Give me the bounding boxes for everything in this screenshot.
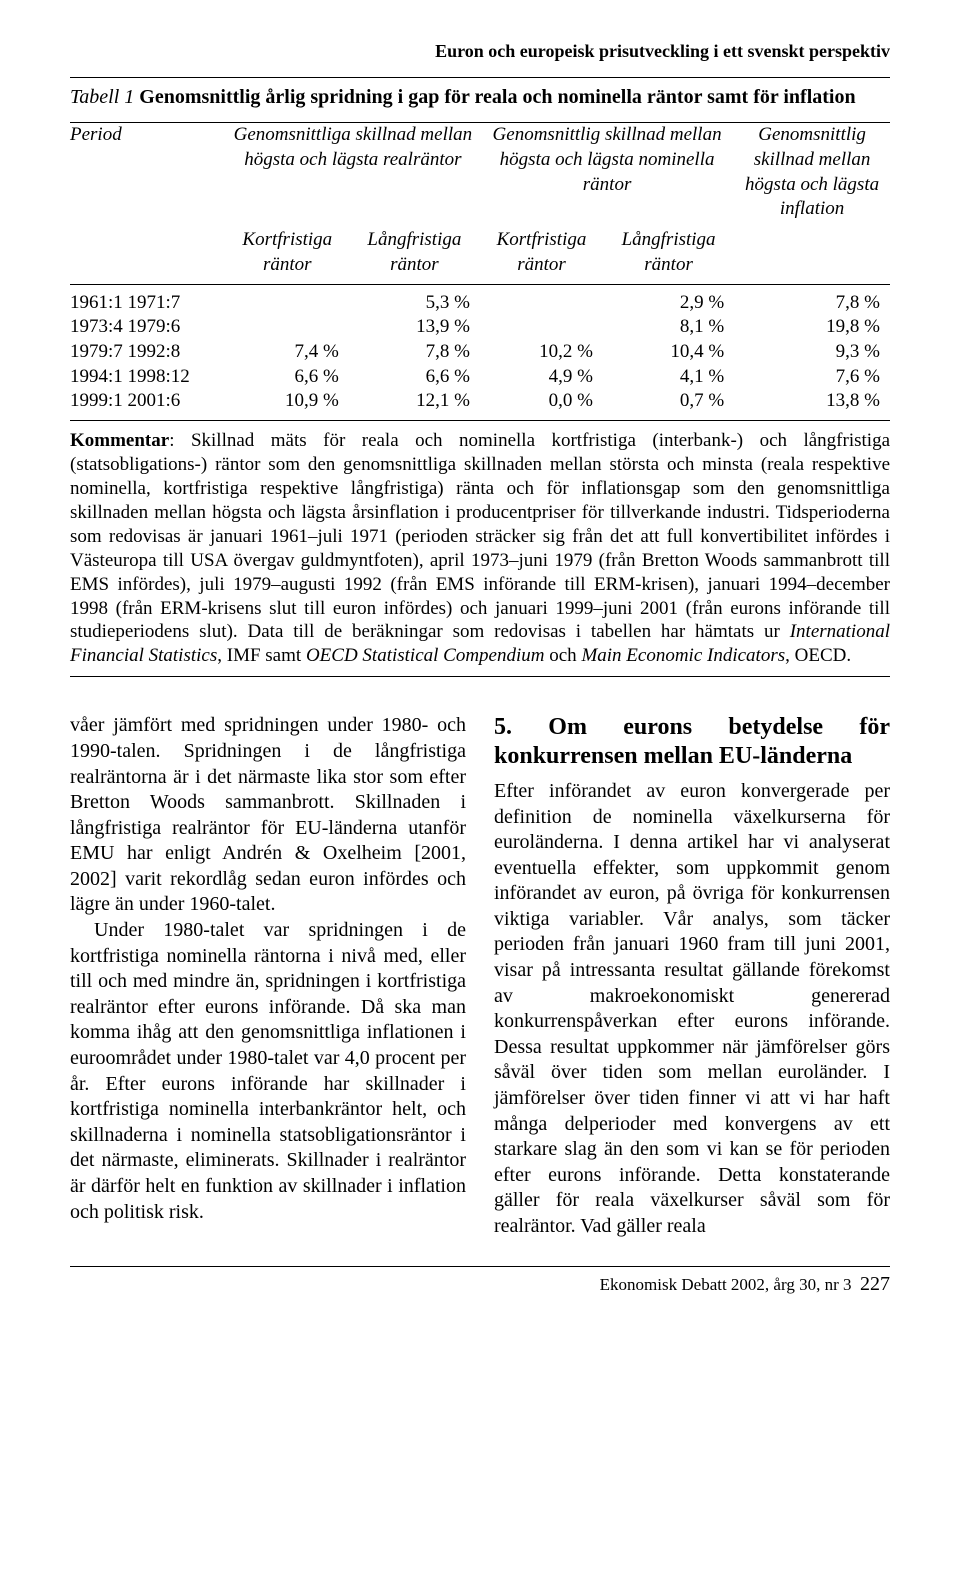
cell-rk	[226, 315, 349, 340]
table-comment: Kommentar: Skillnad mäts för reala och n…	[70, 429, 890, 668]
comment-text-1: : Skillnad mäts för reala och nominella …	[70, 430, 890, 643]
comment-text-2: , IMF samt	[217, 645, 306, 666]
cell-inf: 7,6 %	[734, 365, 890, 390]
cell-inf: 9,3 %	[734, 340, 890, 365]
cell-period: 1961:1 1971:7	[70, 291, 226, 316]
table-bottom-rule	[70, 676, 890, 677]
table-caption-label: Tabell 1	[70, 86, 134, 108]
cell-rl: 12,1 %	[349, 389, 480, 414]
cell-rk: 10,9 %	[226, 389, 349, 414]
section-heading: 5. Om eurons betydelse för konkurrensen …	[494, 713, 890, 771]
cell-nk: 10,2 %	[480, 340, 603, 365]
footer-line: Ekonomisk Debatt 2002, årg 30, nr 3 227	[70, 1271, 890, 1297]
table-row: 1973:4 1979:6 13,9 % 8,1 % 19,8 %	[70, 315, 890, 340]
cell-nl: 10,4 %	[603, 340, 734, 365]
footer-page: 227	[860, 1273, 890, 1295]
left-para-1: våer jämfört med spridningen under 1980-…	[70, 713, 466, 918]
subhead-nom-kort: Kortfristiga räntor	[480, 222, 603, 283]
right-column: 5. Om eurons betydelse för konkurrensen …	[494, 713, 890, 1239]
left-column: våer jämfört med spridningen under 1980-…	[70, 713, 466, 1239]
cell-period: 1994:1 1998:12	[70, 365, 226, 390]
footer-rule	[70, 1266, 890, 1267]
comment-label: Kommentar	[70, 430, 169, 451]
table-top-rule	[70, 77, 890, 78]
cell-nl: 0,7 %	[603, 389, 734, 414]
cell-period: 1999:1 2001:6	[70, 389, 226, 414]
cell-nk	[480, 315, 603, 340]
cell-nl: 4,1 %	[603, 365, 734, 390]
cell-rk: 6,6 %	[226, 365, 349, 390]
comment-italic-3: Main Economic Indicators	[581, 645, 785, 666]
cell-rk	[226, 291, 349, 316]
cell-nl: 2,9 %	[603, 291, 734, 316]
table-caption-title: Genomsnittlig årlig spridning i gap för …	[139, 86, 855, 108]
col-nominal-header: Genomsnittlig skillnad mellan högsta och…	[480, 123, 734, 222]
left-para-2: Under 1980-talet var spridningen i de ko…	[70, 918, 466, 1225]
comment-text-3: och	[545, 645, 582, 666]
footer-journal: Ekonomisk Debatt 2002, årg 30, nr 3	[600, 1275, 852, 1294]
right-para-1: Efter införandet av euron konvergerade p…	[494, 779, 890, 1240]
body-columns: våer jämfört med spridningen under 1980-…	[70, 713, 890, 1239]
cell-inf: 7,8 %	[734, 291, 890, 316]
data-table: Period Genomsnittliga skillnad mellan hö…	[70, 123, 890, 421]
subhead-real-lang: Långfristiga räntor	[349, 222, 480, 283]
col-real-header: Genomsnittliga skillnad mellan högsta oc…	[226, 123, 480, 222]
table-row: 1999:1 2001:6 10,9 % 12,1 % 0,0 % 0,7 % …	[70, 389, 890, 414]
cell-rl: 5,3 %	[349, 291, 480, 316]
table-caption: Tabell 1 Genomsnittlig årlig spridning i…	[70, 84, 890, 110]
cell-nk: 4,9 %	[480, 365, 603, 390]
cell-rl: 7,8 %	[349, 340, 480, 365]
page-footer: Ekonomisk Debatt 2002, årg 30, nr 3 227	[70, 1266, 890, 1297]
table-row: 1961:1 1971:7 5,3 % 2,9 % 7,8 %	[70, 291, 890, 316]
table-rule-3	[70, 420, 890, 421]
cell-rl: 13,9 %	[349, 315, 480, 340]
cell-period: 1979:7 1992:8	[70, 340, 226, 365]
subhead-real-kort: Kortfristiga räntor	[226, 222, 349, 283]
cell-rl: 6,6 %	[349, 365, 480, 390]
running-head: Euron och europeisk prisutveckling i ett…	[70, 40, 890, 63]
table-row: 1994:1 1998:12 6,6 % 6,6 % 4,9 % 4,1 % 7…	[70, 365, 890, 390]
col-inflation-header: Genomsnittlig skillnad mellan högsta och…	[734, 123, 890, 222]
cell-rk: 7,4 %	[226, 340, 349, 365]
cell-inf: 13,8 %	[734, 389, 890, 414]
subhead-nom-lang: Långfristiga räntor	[603, 222, 734, 283]
cell-inf: 19,8 %	[734, 315, 890, 340]
comment-text-4: , OECD.	[785, 645, 851, 666]
cell-period: 1973:4 1979:6	[70, 315, 226, 340]
cell-nk	[480, 291, 603, 316]
cell-nk: 0,0 %	[480, 389, 603, 414]
comment-italic-2: OECD Statistical Compendium	[306, 645, 545, 666]
cell-nl: 8,1 %	[603, 315, 734, 340]
col-period-header: Period	[70, 123, 226, 222]
table-row: 1979:7 1992:8 7,4 % 7,8 % 10,2 % 10,4 % …	[70, 340, 890, 365]
